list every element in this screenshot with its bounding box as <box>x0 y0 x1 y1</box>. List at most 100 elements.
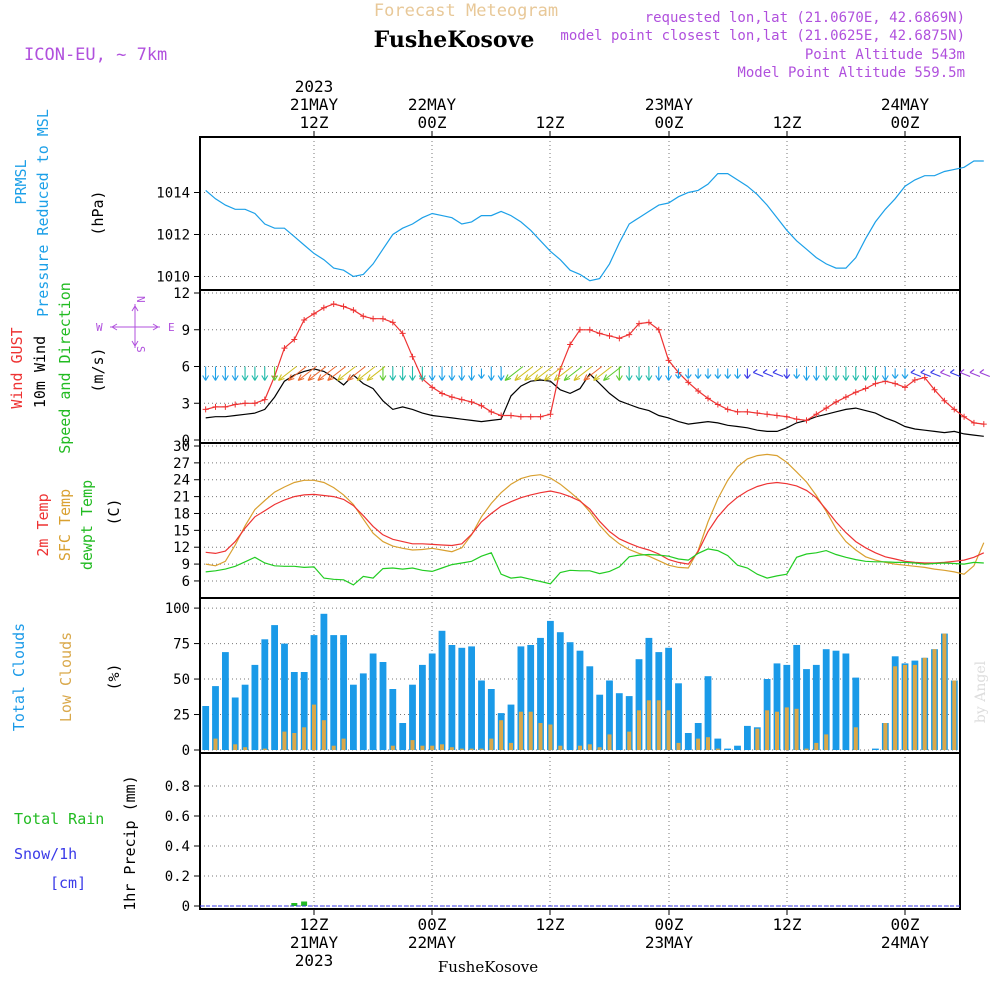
gust-marker <box>842 394 849 401</box>
low-cloud-bar <box>390 745 395 750</box>
compass-rose: W E N S <box>96 296 175 353</box>
bottom-year-label: 2023 <box>295 951 334 970</box>
wind-direction-arrow <box>901 368 909 379</box>
total-cloud-bar <box>793 645 801 750</box>
top-year-label: 2023 <box>295 77 334 96</box>
wind-direction-arrow <box>337 366 356 382</box>
y-tick-label: 50 <box>173 672 190 688</box>
y-tick-label: 9 <box>182 557 190 573</box>
total-cloud-bar <box>665 647 672 750</box>
gust-marker <box>665 357 672 364</box>
low-cloud-bar <box>627 731 632 750</box>
bottom-hour-label: 00Z <box>655 915 684 934</box>
gust-marker <box>744 408 751 415</box>
low-cloud-bar <box>912 664 917 750</box>
low-cloud-bar <box>755 728 760 750</box>
total-cloud-bar <box>330 635 338 750</box>
gust-marker <box>586 326 593 333</box>
low-cloud-bar <box>479 748 484 750</box>
total-cloud-bar <box>537 637 544 750</box>
total-cloud-bar <box>566 642 574 750</box>
gust-marker <box>468 399 475 406</box>
gust-marker <box>645 319 652 326</box>
top-date-label: 23MAY <box>645 95 694 114</box>
wind-direction-arrow <box>287 366 307 382</box>
low-cloud-bar <box>775 711 779 750</box>
gust-marker <box>202 406 209 413</box>
snow-unit-label: [cm] <box>50 874 86 892</box>
wind-direction-arrow <box>277 366 297 382</box>
gust-marker <box>567 341 574 348</box>
gust-marker <box>754 410 761 417</box>
wind-labels: Wind GUST 10m Wind Speed and Direction (… <box>8 282 175 454</box>
gust-marker <box>399 330 406 337</box>
y-tick-label: 0 <box>182 433 190 449</box>
total-cloud-bar <box>389 689 397 750</box>
y-tick-label: 9 <box>182 323 190 339</box>
low-cloud-bar <box>233 744 238 750</box>
low-cloud-bar <box>302 727 307 750</box>
gust-marker <box>961 413 968 420</box>
gust-marker <box>439 390 446 397</box>
total-cloud-bar <box>320 613 328 750</box>
total-cloud-bar <box>635 659 643 750</box>
gust-marker <box>508 412 514 419</box>
wind-direction-arrow <box>543 366 563 382</box>
gust-marker <box>872 380 879 387</box>
total-cloud-bar <box>468 646 475 750</box>
top-hour-label: 00Z <box>891 113 920 132</box>
wind-direction-arrow <box>734 368 741 379</box>
total-cloud-bar <box>615 693 623 750</box>
wind-direction-arrow <box>251 366 259 381</box>
pressure-unit: (hPa) <box>89 190 107 235</box>
total-cloud-bar <box>852 677 860 750</box>
precip-labels: Total Rain Snow/1h [cm] 1hr Precip (mm) <box>14 775 139 910</box>
low-cloud-bar <box>341 738 346 750</box>
low-cloud-bar <box>321 720 326 750</box>
wind-direction-arrow <box>534 366 553 382</box>
total-cloud-bar <box>419 664 426 750</box>
gust-marker <box>616 335 623 342</box>
low-cloud-bar <box>637 710 641 750</box>
wind-direction-arrow <box>930 369 941 378</box>
total-cloud-bar <box>576 650 584 750</box>
y-tick-label: 3 <box>182 396 190 412</box>
model-altitude: Model Point Altitude 559.5m <box>737 65 965 81</box>
wind-direction-arrow <box>724 368 732 379</box>
wind-direction-arrow <box>389 366 397 381</box>
low-cloud-bar <box>262 748 267 750</box>
low-cloud-bar <box>903 664 907 750</box>
total-cloud-bar <box>586 666 594 750</box>
wind-direction-arrow <box>822 366 830 381</box>
y-tick-label: 30 <box>173 439 190 455</box>
pressure-msl-label: Pressure Reduced to MSL <box>34 109 52 317</box>
gust-marker <box>360 313 367 320</box>
low-cloud-bar <box>696 738 701 750</box>
wind-direction-arrow <box>307 366 327 382</box>
low-cloud-bar <box>420 745 425 750</box>
low-cloud-bar <box>312 704 316 750</box>
wind-direction-arrow <box>379 366 387 381</box>
gust-marker <box>695 388 702 394</box>
wind-direction-arrow <box>615 366 623 381</box>
low-cloud-bar <box>814 742 819 750</box>
gust-marker <box>261 396 268 403</box>
y-tick-label: 75 <box>173 637 190 653</box>
top-hour-label: 12Z <box>300 113 329 132</box>
gust-marker <box>813 411 820 418</box>
top-hour-label: 00Z <box>655 113 684 132</box>
low-cloud-bar <box>784 707 789 750</box>
y-tick-label: 12 <box>173 540 190 556</box>
low-cloud-bar <box>715 748 720 750</box>
wind-direction-arrow <box>553 366 573 382</box>
wind-direction-arrow <box>317 366 337 382</box>
gust-marker <box>655 326 662 333</box>
wind-direction-arrow <box>583 366 603 382</box>
gust-marker <box>222 403 229 410</box>
compass-south: S <box>134 346 147 353</box>
wind-direction-arrow <box>448 366 456 381</box>
wind-direction-arrow <box>910 369 922 378</box>
gust-marker <box>833 399 840 406</box>
wind-direction-arrow <box>428 366 436 381</box>
